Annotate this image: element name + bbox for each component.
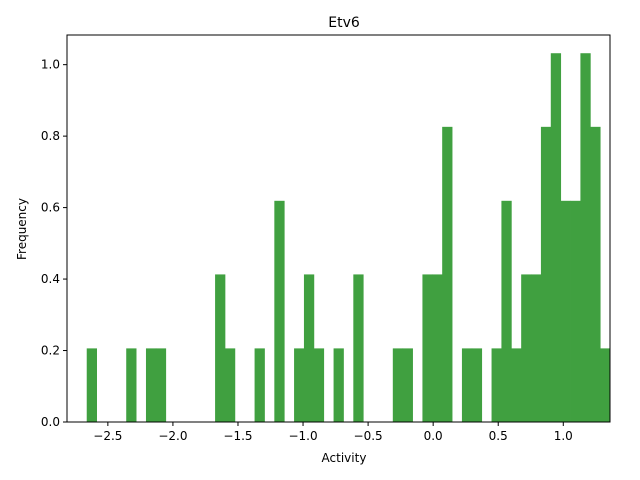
histogram-bar bbox=[521, 274, 532, 422]
histogram-bar bbox=[274, 200, 285, 422]
histogram-bar bbox=[294, 348, 305, 422]
histogram-bar bbox=[540, 126, 552, 422]
histogram-bar bbox=[422, 274, 433, 422]
histogram-bar bbox=[155, 348, 167, 422]
y-tick-label: 0.2 bbox=[41, 344, 60, 358]
histogram-bar bbox=[600, 348, 611, 422]
y-tick-label: 0.8 bbox=[41, 129, 60, 143]
histogram-bar bbox=[432, 274, 443, 422]
histogram-bar bbox=[145, 348, 157, 422]
histogram-bar bbox=[550, 53, 562, 422]
x-tick-label: 0.5 bbox=[489, 429, 508, 443]
histogram-bar bbox=[471, 348, 483, 422]
y-tick-label: 0.0 bbox=[41, 415, 60, 429]
histogram-bar bbox=[560, 200, 571, 422]
histogram-bar bbox=[511, 348, 522, 422]
histogram-bar bbox=[501, 200, 512, 422]
histogram-bar bbox=[313, 348, 325, 422]
y-tick-label: 0.6 bbox=[41, 201, 60, 215]
histogram-bar bbox=[254, 348, 265, 422]
y-tick-label: 0.4 bbox=[41, 272, 60, 286]
x-axis-label: Activity bbox=[322, 451, 367, 465]
histogram-bar bbox=[224, 348, 236, 422]
histogram-bar bbox=[215, 274, 226, 422]
histogram-bar bbox=[461, 348, 473, 422]
histogram-bar bbox=[580, 53, 591, 422]
histogram-bar bbox=[333, 348, 344, 422]
x-tick-label: 1.0 bbox=[554, 429, 573, 443]
histogram-bar bbox=[303, 274, 315, 422]
histogram-bar bbox=[392, 348, 404, 422]
histogram-bar bbox=[570, 200, 581, 422]
x-tick-label: −2.0 bbox=[158, 429, 187, 443]
histogram-bar bbox=[531, 274, 542, 422]
y-axis-label: Frequency bbox=[15, 198, 29, 260]
x-tick-label: −1.0 bbox=[288, 429, 317, 443]
histogram-bar bbox=[126, 348, 137, 422]
histogram-bar bbox=[442, 126, 453, 422]
histogram-bar bbox=[353, 274, 364, 422]
histogram-bar bbox=[402, 348, 413, 422]
y-tick-label: 1.0 bbox=[41, 58, 60, 72]
x-tick-label: 0.0 bbox=[424, 429, 443, 443]
x-tick-label: −2.5 bbox=[93, 429, 122, 443]
bars-group bbox=[86, 53, 611, 422]
x-tick-label: −0.5 bbox=[354, 429, 383, 443]
plot-frame bbox=[66, 34, 611, 423]
histogram-bar bbox=[491, 348, 502, 422]
histogram-bar bbox=[86, 348, 97, 422]
x-tick-label: −1.5 bbox=[223, 429, 252, 443]
axes-group: −2.5 −2.0 −1.5 −1.0 −0.5 0.0 0.5 1.0 0.0 0.2 0.4 0.… bbox=[41, 34, 611, 443]
histogram-bar bbox=[590, 126, 601, 422]
chart-title: Etv6 bbox=[328, 15, 360, 31]
